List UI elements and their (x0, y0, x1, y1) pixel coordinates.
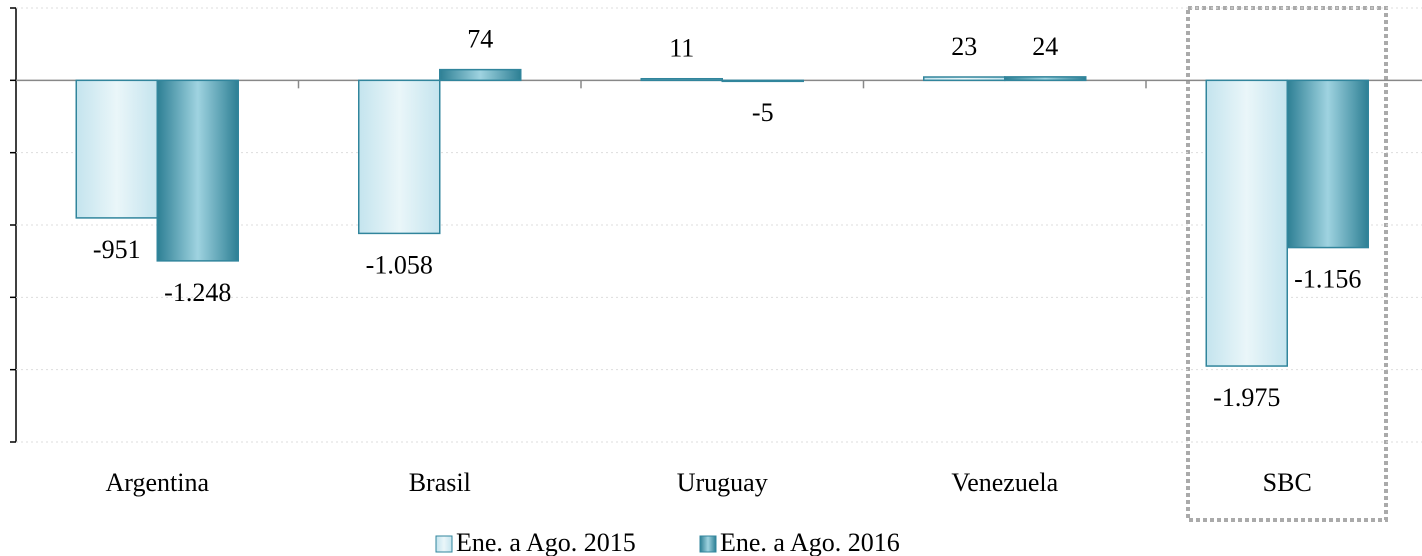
x-tick-label: Brasil (409, 468, 471, 497)
data-label: 11 (669, 34, 694, 63)
legend-label: Ene. a Ago. 2016 (720, 528, 900, 556)
x-tick-label: Uruguay (677, 468, 768, 497)
data-label: -1.248 (164, 278, 231, 307)
bar (640, 77, 723, 82)
legend-label: Ene. a Ago. 2015 (456, 528, 636, 556)
data-label: 74 (467, 25, 493, 54)
x-tick-label: SBC (1263, 468, 1312, 497)
data-label: -951 (93, 235, 141, 264)
bar (439, 68, 522, 82)
data-label: -1.975 (1213, 383, 1280, 412)
data-label: -1.058 (366, 250, 433, 279)
bar (923, 76, 1006, 82)
bar (721, 79, 804, 83)
bar (1004, 76, 1087, 82)
data-label: -5 (752, 98, 774, 127)
x-tick-label: Argentina (106, 468, 210, 497)
bar (1286, 79, 1369, 249)
data-label: 24 (1032, 32, 1058, 61)
data-label: -1.156 (1294, 265, 1361, 294)
legend-swatch (435, 535, 453, 553)
legend-swatch (699, 535, 717, 553)
x-tick-label: Venezuela (951, 468, 1058, 497)
bar (358, 79, 441, 235)
bar (1205, 79, 1288, 367)
bar (156, 79, 239, 262)
data-label: 23 (951, 32, 977, 61)
bar (75, 79, 158, 219)
